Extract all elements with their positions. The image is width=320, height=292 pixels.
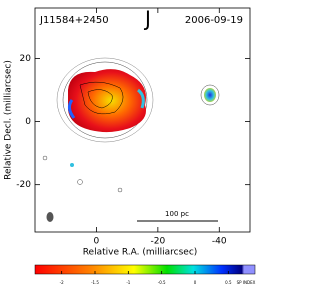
x-tick-label: -20 xyxy=(151,237,166,247)
emission-map xyxy=(42,57,220,222)
y-tick-label: 20 xyxy=(20,54,32,64)
x-tick-label: 0 xyxy=(94,237,100,247)
axes xyxy=(35,8,250,274)
colorbar-tick-label: -1.5 xyxy=(91,280,99,285)
colorbar-tick-label: -1 xyxy=(126,280,130,285)
x-axis-label: Relative R.A. (milliarcsec) xyxy=(83,248,198,258)
colorbar-label: SP INDEX xyxy=(237,280,256,285)
panel-label: J xyxy=(143,7,151,31)
y-tick-label: 0 xyxy=(25,117,31,127)
y-axis-label: Relative Decl. (milliarcsec) xyxy=(4,60,14,180)
colorbar-tick-label: -0.5 xyxy=(158,280,166,285)
chart-title: J11584+2450 xyxy=(39,15,109,26)
colorbar-tick-label: 0 xyxy=(194,280,197,285)
x-tick-label: -40 xyxy=(212,237,227,247)
scale-bar-label: 100 pc xyxy=(165,210,189,218)
date: 2006-09-19 xyxy=(185,15,243,26)
colorbar xyxy=(34,264,256,275)
plot-frame xyxy=(34,7,251,233)
chart: 100 pc J11584+2450 J 2006-09-19 Relative… xyxy=(4,7,256,286)
colorbar-tick-label: 0.5 xyxy=(225,280,232,285)
colorbar-tick-label: -2 xyxy=(60,280,64,285)
y-tick-label: -20 xyxy=(16,180,31,190)
